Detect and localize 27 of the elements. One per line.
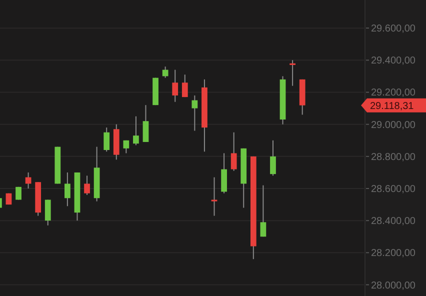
candlestick [142,104,149,142]
candlestick [260,184,266,238]
candlestick [123,140,130,154]
y-tick-label: 28.400,00 [371,216,416,228]
candlestick [44,199,51,226]
candlestick [290,60,296,86]
candlestick [230,132,237,172]
candlestick [64,172,70,207]
y-tick-label: 29.200,00 [371,88,416,99]
candlestick [84,175,90,196]
text: 29.118,31 [370,100,414,112]
candlestick [182,74,188,98]
candlestick [192,94,198,132]
candlestick [162,66,168,78]
candlestick [221,152,227,194]
y-tick-label: 28.800,00 [371,152,416,163]
candlestick [133,116,139,146]
y-tick-label: 29.400,00 [371,56,416,67]
candlestick [172,69,178,102]
y-tick-label: 29.600,00 [371,24,416,35]
candlestick [104,127,110,152]
y-tick-label: 28.000,00 [371,280,416,292]
candlestick [270,140,276,176]
y-tick-label: 28.600,00 [371,184,416,196]
y-tick-label: 29.000,00 [371,120,416,131]
candlestick [211,176,218,216]
y-tick-label: 28.200,00 [371,248,416,260]
